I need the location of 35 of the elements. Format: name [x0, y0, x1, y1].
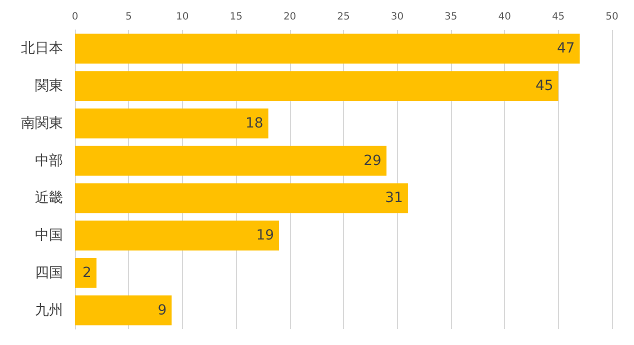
y-tick-label: 四国: [35, 264, 63, 281]
data-label: 47: [556, 40, 575, 57]
y-tick-label: 中国: [35, 228, 63, 244]
x-tick-label: 50: [606, 12, 618, 22]
bar: [75, 258, 96, 288]
data-label: 29: [364, 152, 382, 169]
x-tick-label: 40: [498, 12, 511, 22]
x-tick-label: 30: [390, 12, 404, 22]
bar: [75, 295, 172, 326]
y-tick-label: 近畿: [35, 190, 63, 206]
x-tick-label: 0: [72, 12, 78, 22]
y-tick-label: 中部: [35, 152, 63, 169]
data-label: 2: [82, 264, 92, 281]
data-label: 45: [535, 78, 554, 94]
bar: [75, 220, 280, 251]
y-tick-label: 九州: [35, 302, 63, 318]
y-tick-label: 北日本: [21, 40, 63, 57]
x-tick-label: 20: [283, 12, 296, 22]
data-label: 19: [256, 228, 274, 244]
x-tick-label: 15: [230, 12, 242, 22]
data-label: 9: [158, 302, 167, 318]
x-tick-label: 10: [176, 12, 189, 22]
bar: [75, 146, 386, 176]
x-tick-label: 5: [126, 12, 132, 22]
y-tick-label: 関東: [35, 78, 63, 94]
bar: [75, 183, 408, 214]
x-tick-label: 45: [552, 12, 565, 22]
bar: [75, 34, 580, 64]
bar: [75, 71, 558, 102]
bar: [75, 108, 268, 138]
x-tick-label: 25: [337, 12, 350, 22]
data-label: 31: [385, 190, 403, 206]
y-tick-label: 南関東: [21, 115, 63, 132]
x-tick-label: 35: [444, 12, 458, 22]
data-label: 18: [245, 115, 264, 132]
